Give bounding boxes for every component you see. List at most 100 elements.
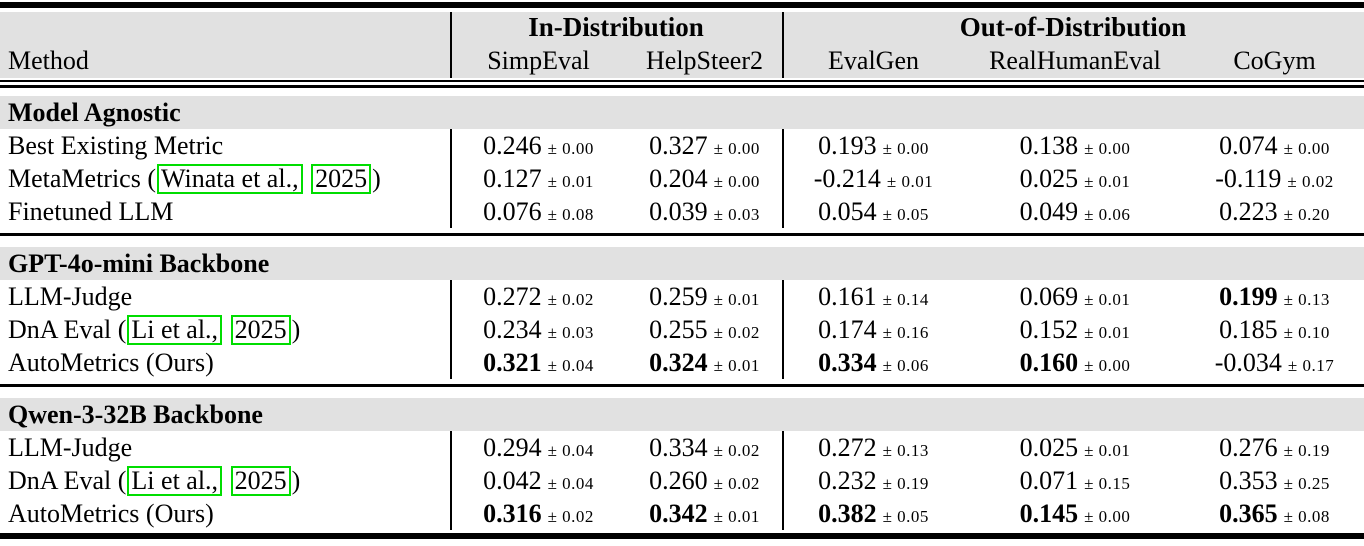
value-cell: 0.152 ± 0.01: [965, 313, 1185, 349]
value-cell: 0.324 ± 0.01: [627, 346, 782, 382]
value-cell: 0.049 ± 0.06: [965, 195, 1185, 231]
value-cell: 0.276 ± 0.19: [1185, 431, 1364, 467]
section-divider-rule: [0, 233, 1364, 236]
score-value: 0.161: [818, 282, 877, 311]
score-value: 0.204: [649, 164, 708, 193]
column-divider: [450, 12, 452, 78]
score-std: ± 0.15: [1084, 474, 1131, 493]
score-value: 0.260: [649, 466, 708, 495]
score-std: ± 0.00: [1084, 139, 1131, 158]
value-cell: 0.246 ± 0.00: [450, 129, 627, 165]
score-value: 0.160: [1019, 348, 1079, 377]
section-rows: LLM-Judge 0.272 ± 0.02 0.259 ± 0.01 0.161 ± 0.…: [0, 280, 1364, 379]
score-std: ± 0.25: [1283, 474, 1330, 493]
method-text: [223, 466, 230, 495]
citation-link[interactable]: 2025: [230, 466, 291, 496]
value-cell: 0.193 ± 0.00: [782, 129, 965, 165]
table-bottom-rule: [0, 533, 1364, 539]
value-cell: 0.199 ± 0.13: [1185, 280, 1364, 316]
citation-link[interactable]: Winata et al.,: [157, 164, 303, 194]
score-value: 0.152: [1019, 315, 1079, 344]
value-cell: 0.076 ± 0.08: [450, 195, 627, 231]
citation-link[interactable]: 2025: [230, 315, 291, 345]
citation-link[interactable]: 2025: [311, 164, 372, 194]
method-cell: AutoMetrics (Ours): [0, 346, 450, 382]
score-value: 0.049: [1019, 197, 1079, 226]
score-std: ± 0.01: [713, 290, 760, 309]
value-cell: 0.232 ± 0.19: [782, 464, 965, 500]
column-divider: [782, 129, 784, 228]
value-cell: 0.255 ± 0.02: [627, 313, 782, 349]
method-cell: Best Existing Metric: [0, 129, 450, 165]
method-text: MetaMetrics (: [8, 164, 157, 193]
value-cell: 0.160 ± 0.00: [965, 346, 1185, 382]
method-text: AutoMetrics (Ours): [8, 499, 214, 528]
score-value: 0.145: [1019, 499, 1079, 528]
score-std: ± 0.05: [882, 507, 929, 526]
table-section: Model Agnostic Best Existing Metric 0.246 ±…: [0, 96, 1364, 228]
group-header-out-of-distribution: Out-of-Distribution: [959, 12, 1187, 42]
score-std: ± 0.00: [882, 139, 929, 158]
value-cell: 0.071 ± 0.15: [965, 464, 1185, 500]
score-std: ± 0.02: [547, 290, 594, 309]
score-std: ± 0.00: [1084, 356, 1131, 375]
column-divider: [782, 280, 784, 379]
table-top-rule: [0, 2, 1364, 8]
column-divider: [450, 129, 452, 228]
value-cell: 0.272 ± 0.13: [782, 431, 965, 467]
score-value: -0.119: [1215, 164, 1282, 193]
method-text: DnA Eval (: [8, 315, 127, 344]
score-std: ± 0.06: [882, 356, 929, 375]
citation-link[interactable]: Li et al.,: [127, 466, 223, 496]
method-text: ): [372, 164, 381, 193]
score-std: ± 0.04: [547, 441, 594, 460]
score-std: ± 0.13: [1283, 290, 1330, 309]
value-cell: 0.074 ± 0.00: [1185, 129, 1364, 165]
value-cell: 0.185 ± 0.10: [1185, 313, 1364, 349]
value-cell: 0.161 ± 0.14: [782, 280, 965, 316]
score-std: ± 0.13: [882, 441, 929, 460]
score-value: 0.259: [649, 282, 708, 311]
table-row: DnA Eval (Li et al., 2025) 0.234 ± 0.03 0.2…: [0, 313, 1364, 346]
value-cell: 0.382 ± 0.05: [782, 497, 965, 533]
column-header-cogym: CoGym: [1233, 46, 1316, 75]
column-header-simpeval: SimpEval: [487, 46, 590, 75]
value-cell: 0.025 ± 0.01: [965, 162, 1185, 198]
score-std: ± 0.02: [713, 474, 760, 493]
table-row: AutoMetrics (Ours) 0.316 ± 0.02 0.342 ± 0.01…: [0, 497, 1364, 530]
value-cell: 0.042 ± 0.04: [450, 464, 627, 500]
score-value: 0.025: [1019, 433, 1079, 462]
score-std: ± 0.01: [886, 172, 934, 191]
score-std: ± 0.06: [1084, 205, 1131, 224]
value-cell: 0.039 ± 0.03: [627, 195, 782, 231]
section-rows: Best Existing Metric 0.246 ± 0.00 0.327 ± 0.…: [0, 129, 1364, 228]
method-text: LLM-Judge: [8, 433, 133, 462]
table-row: Finetuned LLM 0.076 ± 0.08 0.039 ± 0.03 0.054…: [0, 195, 1364, 228]
score-std: ± 0.02: [1287, 172, 1334, 191]
score-value: 0.321: [483, 348, 542, 377]
method-cell: Finetuned LLM: [0, 195, 450, 231]
score-std: ± 0.01: [713, 356, 760, 375]
value-cell: 0.353 ± 0.25: [1185, 464, 1364, 500]
score-value: 0.327: [649, 131, 708, 160]
score-std: ± 0.10: [1283, 323, 1330, 342]
column-header-method: Method: [8, 46, 89, 75]
table-row: MetaMetrics (Winata et al., 2025) 0.127 ± …: [0, 162, 1364, 195]
score-value: 0.353: [1219, 466, 1278, 495]
score-value: 0.316: [483, 499, 542, 528]
score-std: ± 0.01: [713, 507, 760, 526]
column-header-evalgen: EvalGen: [828, 46, 919, 75]
score-std: ± 0.19: [882, 474, 929, 493]
score-value: 0.255: [649, 315, 708, 344]
score-value: 0.382: [818, 499, 877, 528]
score-std: ± 0.03: [713, 205, 760, 224]
score-value: 0.127: [483, 164, 542, 193]
score-std: ± 0.00: [1084, 507, 1131, 526]
score-std: ± 0.08: [547, 205, 594, 224]
score-value: 0.234: [483, 315, 542, 344]
citation-link[interactable]: Li et al.,: [127, 315, 223, 345]
method-cell: DnA Eval (Li et al., 2025): [0, 313, 450, 349]
table-header: In-Distribution Out-of-Distribution Meth…: [0, 12, 1364, 78]
method-cell: LLM-Judge: [0, 280, 450, 316]
